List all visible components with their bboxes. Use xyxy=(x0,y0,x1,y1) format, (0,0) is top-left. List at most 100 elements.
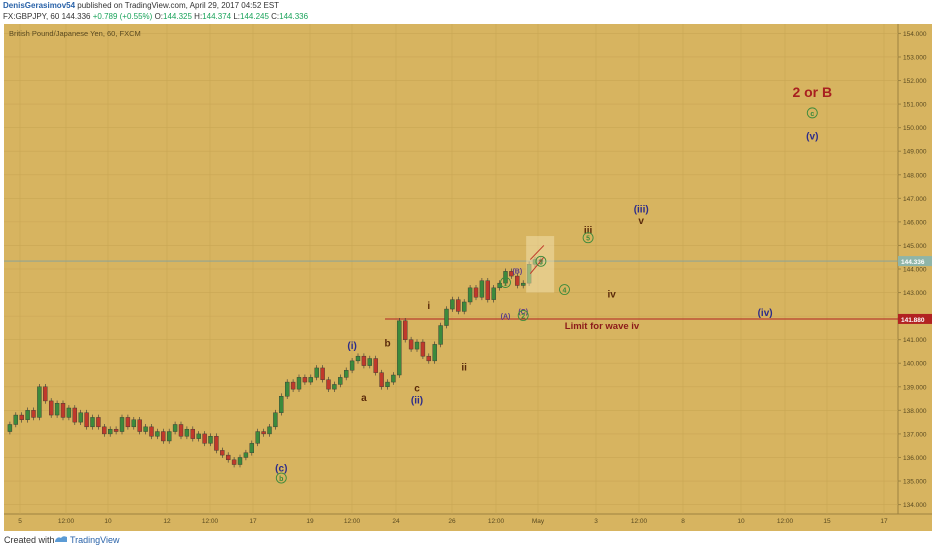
candle xyxy=(432,344,437,362)
price-chart[interactable]: 154.000 153.000 152.000 151.000 150.000 149.0… xyxy=(0,22,932,531)
tradingview-brand-link[interactable]: TradingView xyxy=(70,535,120,545)
x-tick-label: 12:00 xyxy=(777,518,794,525)
y-tick-label: 141.000 xyxy=(903,337,927,344)
candle xyxy=(166,431,172,442)
x-tick-label: 24 xyxy=(392,518,400,525)
wave-label: ii xyxy=(461,362,467,373)
candle xyxy=(19,414,24,420)
candle xyxy=(255,431,260,444)
candle xyxy=(397,320,402,376)
candle xyxy=(196,433,201,439)
wave-label: (C) xyxy=(518,309,528,316)
time-axis xyxy=(4,514,932,531)
candle xyxy=(172,424,178,432)
candle xyxy=(438,325,443,345)
candle xyxy=(13,414,19,425)
y-tick-label: 136.000 xyxy=(903,455,927,462)
candle xyxy=(420,341,426,357)
close-label: C: xyxy=(271,12,280,21)
y-tick-label: 135.000 xyxy=(903,479,927,486)
symbol-quote-line: FX:GBPJPY, 60 144.336 +0.789 (+0.55%) O:… xyxy=(3,12,308,21)
x-tick-label: 5 xyxy=(18,518,22,525)
candle xyxy=(125,417,131,428)
candle xyxy=(190,428,196,439)
author-link[interactable]: DenisGerasimov54 xyxy=(3,1,76,10)
x-tick-label: 19 xyxy=(306,518,314,525)
y-tick-label: 147.000 xyxy=(903,196,927,203)
created-with-text: Created with xyxy=(4,535,55,545)
y-tick-label: 150.000 xyxy=(903,125,927,132)
y-tick-label: 152.000 xyxy=(903,78,927,85)
wave-label: (ii) xyxy=(411,395,423,406)
candle xyxy=(509,271,514,277)
last-price-label: 144.336 xyxy=(901,259,925,266)
low-label: L: xyxy=(233,12,240,21)
x-tick-label: 17 xyxy=(249,518,257,525)
x-tick-label: 17 xyxy=(880,518,888,525)
candle xyxy=(355,355,361,362)
candle xyxy=(102,426,107,435)
wave-label: (A) xyxy=(501,313,511,320)
low-value: 144.245 xyxy=(240,12,269,21)
last-price: 144.336 xyxy=(61,12,91,21)
x-tick-label: 3 xyxy=(594,518,598,525)
tradingview-logo-icon xyxy=(54,534,68,546)
candle xyxy=(414,341,420,350)
highlight-box xyxy=(526,236,555,293)
candle xyxy=(426,355,431,362)
wave-circle xyxy=(517,310,529,321)
candle xyxy=(361,355,367,366)
candle xyxy=(320,367,325,380)
candle xyxy=(521,282,526,286)
candle xyxy=(161,431,166,442)
candle xyxy=(338,377,343,385)
candle xyxy=(37,386,42,418)
candle xyxy=(113,428,119,432)
price-axis xyxy=(898,24,932,514)
candle xyxy=(332,384,337,390)
circled-wave-label: b xyxy=(279,476,283,483)
wave-label: (iii) xyxy=(634,204,649,215)
y-tick-label: 146.000 xyxy=(903,219,927,226)
candle xyxy=(225,454,231,461)
x-tick-label: 12 xyxy=(163,518,171,525)
y-tick-label: 149.000 xyxy=(903,149,927,156)
candle xyxy=(279,396,284,413)
candle xyxy=(367,358,372,366)
limit-price-tag xyxy=(898,313,932,324)
wave-label: 2 or B xyxy=(792,84,832,100)
wave-circle xyxy=(500,277,511,288)
wave-label: i xyxy=(427,301,430,312)
candle xyxy=(302,377,308,383)
candle xyxy=(491,287,496,300)
x-tick-label: May xyxy=(532,518,545,525)
wave-label: c xyxy=(414,384,420,395)
candle xyxy=(249,443,255,453)
wave-label: b xyxy=(384,339,390,350)
circled-wave-label: 1 xyxy=(504,280,508,287)
candle xyxy=(231,459,237,465)
circled-wave-label: 5 xyxy=(586,236,590,243)
wave-circle xyxy=(806,107,818,119)
candle xyxy=(96,417,101,428)
candle xyxy=(72,407,78,423)
close-value: 144.336 xyxy=(279,12,309,21)
candle xyxy=(308,377,313,383)
circled-wave-label: 3 xyxy=(539,259,543,266)
candle xyxy=(485,280,490,300)
y-tick-label: 140.000 xyxy=(903,361,927,368)
wave-label: a xyxy=(361,393,367,404)
candle xyxy=(261,431,266,435)
wave-label: iv xyxy=(608,289,617,300)
candle xyxy=(515,275,520,286)
y-tick-label: 154.000 xyxy=(903,31,927,38)
wave-label: (c) xyxy=(275,464,287,475)
x-tick-label: 15 xyxy=(823,518,831,525)
candle xyxy=(326,379,331,390)
publisher-line: DenisGerasimov54 published on TradingVie… xyxy=(3,1,279,10)
candle xyxy=(137,419,142,432)
wave-label: (iv) xyxy=(758,308,773,319)
candle xyxy=(314,367,319,378)
circled-wave-label: c xyxy=(810,111,814,118)
wedge-line-lower xyxy=(529,256,545,275)
